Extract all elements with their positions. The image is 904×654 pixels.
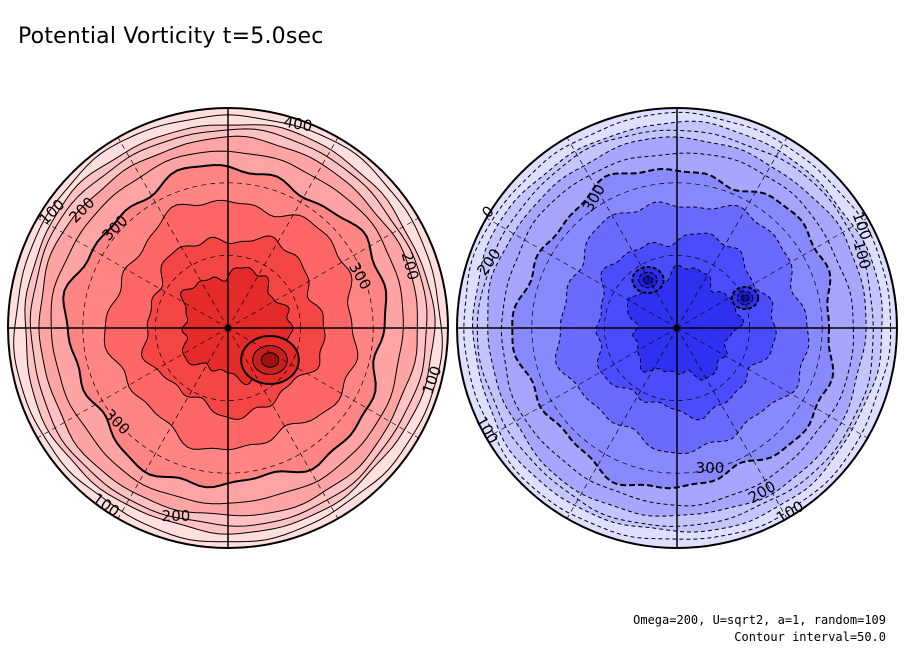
vortex-contour-0-2	[260, 352, 280, 368]
vortex-contour-1-2	[740, 294, 750, 302]
pole-marker	[674, 325, 680, 331]
meridian-line	[676, 137, 788, 329]
meridian-line	[676, 327, 868, 439]
contour-label: 200	[162, 507, 191, 525]
panel-outline	[7, 107, 449, 549]
meridian-line	[227, 217, 419, 329]
parameters-note: Omega=200, U=sqrt2, a=1, random=109	[633, 613, 886, 627]
contour-label: 300	[696, 459, 725, 477]
chart-title: Potential Vorticity t=5.0sec	[18, 24, 324, 49]
meridian-line	[676, 327, 788, 519]
meridian-line	[117, 137, 229, 329]
meridian-line	[566, 327, 678, 519]
panel-outline	[456, 107, 898, 549]
meridian-line	[117, 327, 229, 519]
meridian-line	[486, 217, 678, 329]
pole-marker	[225, 325, 231, 331]
meridian-line	[227, 327, 419, 439]
meridian-line	[227, 327, 339, 519]
contour-label: 400	[282, 113, 313, 136]
meridian-line	[486, 327, 678, 439]
meridian-line	[37, 327, 229, 439]
contour-band-6	[626, 264, 745, 381]
meridian-line	[37, 217, 229, 329]
meridian-line	[566, 137, 678, 329]
footer-notes: Omega=200, U=sqrt2, a=1, random=109 Cont…	[633, 612, 886, 646]
meridian-line	[227, 137, 339, 329]
contour-interval-note: Contour interval=50.0	[734, 630, 886, 644]
vortex-contour-0-2	[642, 275, 654, 285]
meridian-line	[676, 217, 868, 329]
